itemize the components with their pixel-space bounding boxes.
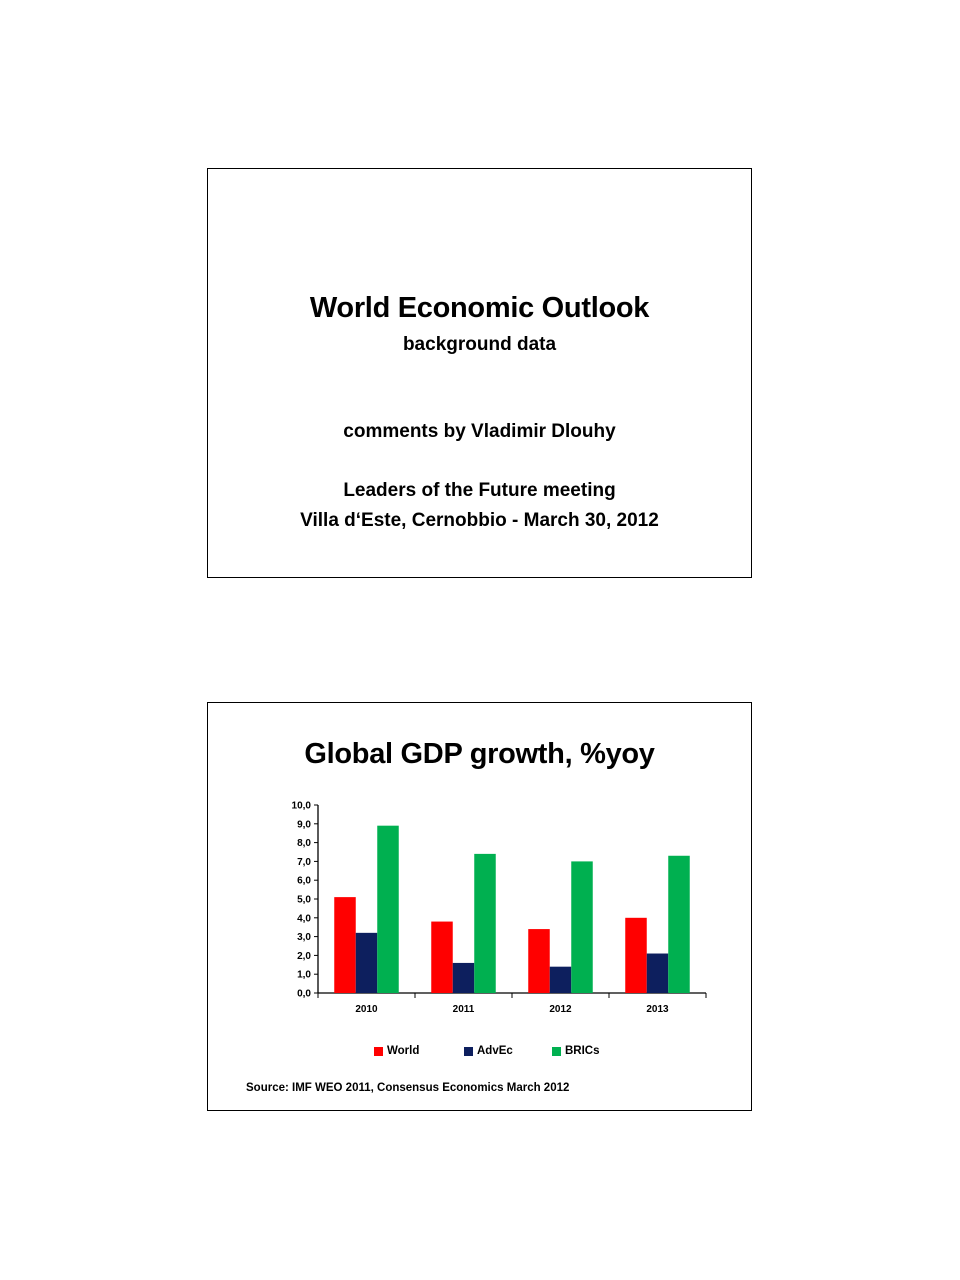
y-tick-label: 1,0 bbox=[297, 970, 311, 981]
bar-brics-2013 bbox=[668, 855, 690, 993]
slide-title: World Economic Outlook bbox=[309, 292, 650, 324]
y-tick-label: 6,0 bbox=[297, 876, 311, 887]
legend-item-world: World bbox=[374, 1045, 419, 1057]
bar-world-2012 bbox=[528, 929, 550, 993]
bar-advec-2010 bbox=[355, 932, 378, 993]
legend-label: AdvEc bbox=[477, 1045, 513, 1057]
chart-title: Global GDP growth, %yoy bbox=[304, 738, 655, 770]
bar-brics-2012 bbox=[571, 861, 593, 993]
y-tick-label: 7,0 bbox=[297, 857, 311, 868]
bar-brics-2011 bbox=[474, 853, 496, 993]
bar-brics-2010 bbox=[377, 825, 399, 993]
y-tick-label: 5,0 bbox=[297, 895, 311, 906]
legend-swatch bbox=[552, 1046, 561, 1056]
legend-item-advec: AdvEc bbox=[464, 1045, 513, 1057]
bar-chart: 0,0 1,0 2,0 3,0 4,0 5,0 6,0 7,0 8,0 9,0 10,0 2010 20… bbox=[292, 801, 707, 1015]
y-tick-label: 0,0 bbox=[297, 989, 311, 1000]
legend-label: BRICs bbox=[565, 1045, 600, 1057]
x-tick-label: 2011 bbox=[453, 1004, 475, 1015]
x-tick-label: 2013 bbox=[646, 1004, 669, 1015]
y-tick-label: 8,0 bbox=[297, 838, 311, 849]
legend-swatch bbox=[374, 1046, 383, 1056]
meeting-line: Leaders of the Future meeting bbox=[343, 480, 616, 501]
x-tick-label: 2012 bbox=[549, 1004, 572, 1015]
legend-swatch bbox=[464, 1046, 473, 1056]
chart-slide: Global GDP growth, %yoy 0,0 1,0 2,0 3,0 4,0 5… bbox=[207, 702, 752, 1111]
y-tick-label: 4,0 bbox=[297, 913, 311, 924]
slide-subtitle: background data bbox=[402, 334, 557, 355]
venue-line: Villa d‘Este, Cernobbio - March 30, 2012 bbox=[300, 510, 659, 531]
bar-advec-2012 bbox=[549, 966, 572, 993]
bar-advec-2013 bbox=[646, 953, 669, 993]
legend-label: World bbox=[387, 1045, 420, 1057]
y-tick-label: 3,0 bbox=[297, 932, 311, 943]
bar-advec-2011 bbox=[452, 962, 475, 993]
bar-world-2010 bbox=[334, 897, 356, 993]
bar-world-2011 bbox=[431, 921, 453, 993]
comments-line: comments by Vladimir Dlouhy bbox=[343, 421, 616, 442]
bar-world-2013 bbox=[625, 917, 647, 993]
y-tick-label: 10,0 bbox=[292, 801, 312, 812]
title-slide: World Economic Outlook background data c… bbox=[207, 168, 752, 578]
source-note: Source: IMF WEO 2011, Consensus Economic… bbox=[246, 1082, 570, 1094]
x-tick-label: 2010 bbox=[355, 1004, 378, 1015]
legend-item-brics: BRICs bbox=[552, 1045, 600, 1057]
y-tick-label: 2,0 bbox=[297, 951, 311, 962]
y-tick-label: 9,0 bbox=[297, 819, 311, 830]
